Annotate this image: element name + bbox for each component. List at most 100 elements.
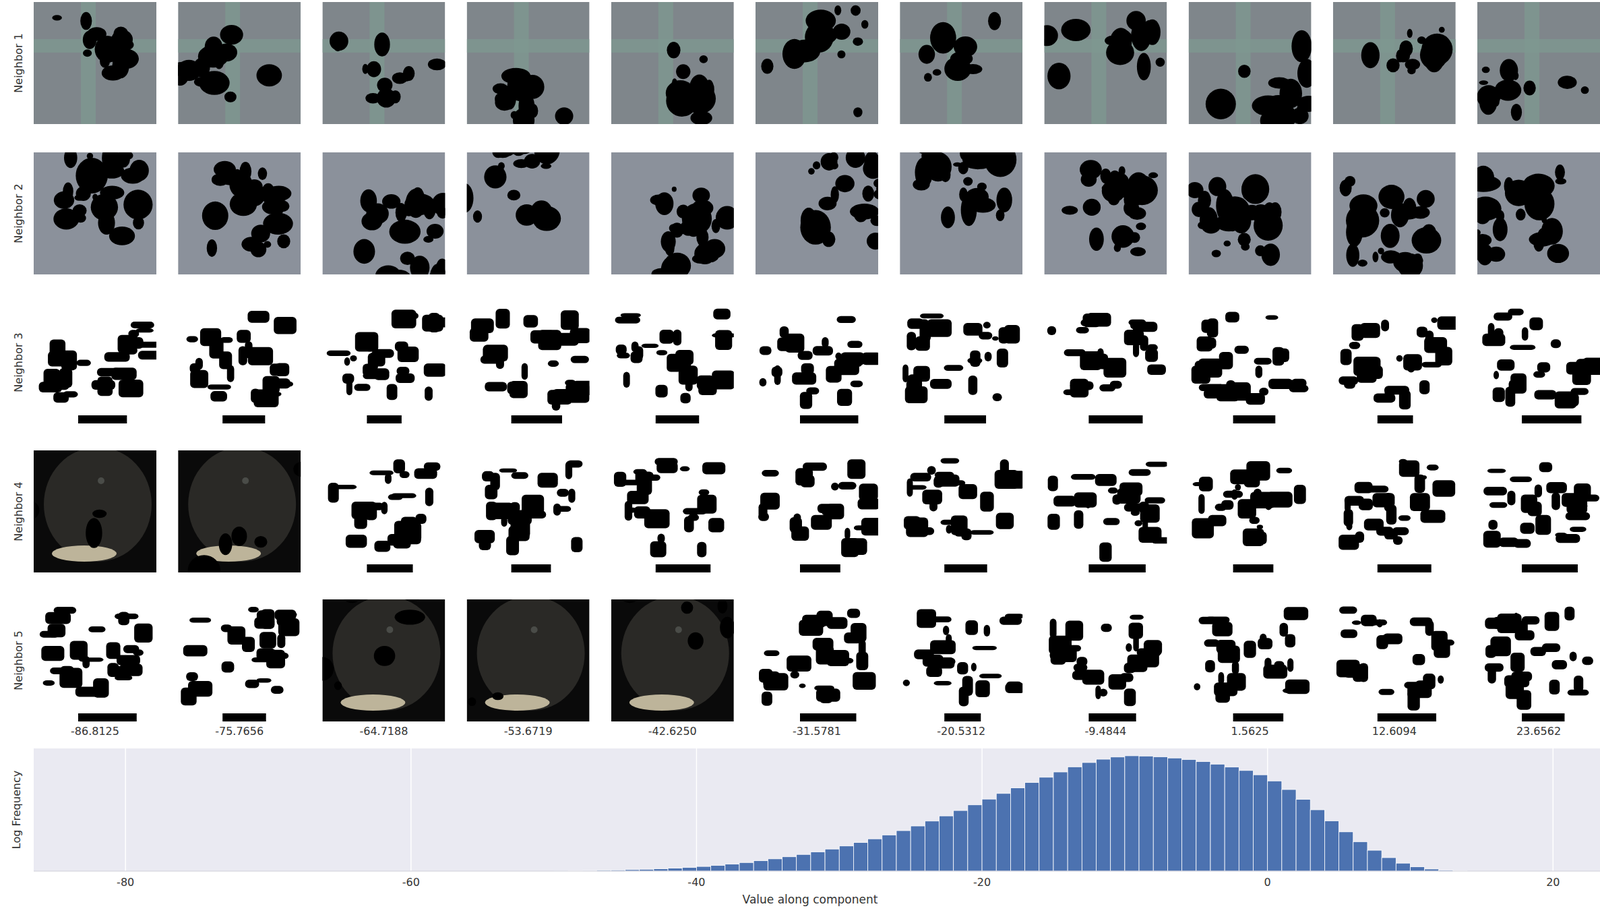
mask-blob bbox=[1253, 177, 1264, 187]
mask-blob bbox=[996, 512, 1015, 529]
mask-blob bbox=[78, 713, 137, 722]
mask-blob bbox=[1581, 656, 1594, 665]
mask-blob bbox=[426, 223, 444, 239]
grid-line bbox=[696, 748, 698, 871]
mask-blob bbox=[1492, 217, 1508, 242]
mask-blob bbox=[1523, 80, 1536, 96]
mask-blob bbox=[72, 204, 87, 218]
mask-blob bbox=[227, 364, 235, 382]
mask-blob bbox=[494, 92, 511, 106]
mask-blob bbox=[198, 70, 230, 95]
thumbnail bbox=[467, 599, 590, 722]
mask-blob bbox=[1128, 231, 1140, 243]
mask-blob bbox=[1505, 386, 1516, 408]
hist-bar bbox=[1339, 831, 1354, 871]
mask-blob bbox=[78, 415, 127, 424]
mask-blob bbox=[1088, 564, 1146, 573]
mask-blob bbox=[1529, 317, 1543, 331]
thumb-bg bbox=[755, 599, 879, 722]
mask-blob bbox=[763, 672, 789, 691]
mask-blob bbox=[1407, 690, 1420, 711]
mask-blob bbox=[1089, 227, 1104, 251]
mask-blob bbox=[1193, 682, 1201, 691]
mask-blob bbox=[659, 329, 674, 344]
thumb-feature bbox=[241, 477, 249, 484]
mask-blob bbox=[782, 39, 807, 69]
mask-blob bbox=[1234, 345, 1249, 354]
row-label: Neighbor 2 bbox=[12, 183, 25, 243]
mask-blob bbox=[510, 111, 519, 120]
mask-blob bbox=[845, 152, 866, 168]
mask-blob bbox=[394, 609, 426, 625]
thumb-bg bbox=[1333, 152, 1456, 275]
mask-blob bbox=[248, 606, 259, 612]
hist-bar bbox=[1281, 789, 1297, 871]
mask-blob bbox=[635, 469, 648, 484]
mask-blob bbox=[1004, 324, 1020, 344]
thumbnail bbox=[322, 599, 445, 722]
mask-blob bbox=[1539, 461, 1553, 472]
mask-blob bbox=[1203, 388, 1220, 399]
mask-blob bbox=[1223, 490, 1243, 499]
mask-blob bbox=[45, 611, 71, 625]
mask-blob bbox=[1396, 355, 1404, 362]
thumbnail bbox=[1477, 152, 1600, 275]
mask-blob bbox=[1415, 680, 1430, 689]
mask-blob bbox=[1142, 518, 1148, 535]
mask-blob bbox=[838, 481, 857, 490]
mask-blob bbox=[912, 178, 930, 191]
mask-blob bbox=[405, 188, 427, 218]
mask-blob bbox=[907, 484, 927, 490]
mask-blob bbox=[273, 316, 297, 335]
mask-blob bbox=[977, 182, 987, 191]
thumb-feature bbox=[477, 599, 586, 711]
mask-blob bbox=[927, 465, 937, 475]
thumb-bg bbox=[755, 2, 879, 125]
mask-blob bbox=[998, 160, 1006, 169]
hist-bar bbox=[967, 804, 982, 871]
hist-bar bbox=[882, 834, 897, 871]
hist-bar bbox=[767, 858, 782, 871]
mask-blob bbox=[1425, 620, 1435, 636]
mask-blob bbox=[1364, 518, 1384, 531]
mask-blob bbox=[902, 364, 909, 383]
mask-blob bbox=[355, 331, 379, 352]
thumb-bg bbox=[1043, 599, 1167, 722]
mask-blob bbox=[1414, 474, 1426, 493]
mask-blob bbox=[1070, 381, 1094, 391]
mask-blob bbox=[119, 663, 143, 676]
mask-blob bbox=[1225, 380, 1236, 391]
thumb-bg bbox=[177, 152, 301, 275]
mask-blob bbox=[862, 158, 879, 180]
mask-blob bbox=[789, 516, 803, 533]
mask-blob bbox=[1551, 491, 1561, 510]
mask-blob bbox=[1392, 527, 1410, 536]
mask-blob bbox=[1493, 370, 1499, 380]
mask-blob bbox=[692, 221, 703, 236]
mask-blob bbox=[817, 503, 836, 513]
thumbnail bbox=[1477, 450, 1600, 573]
thumb-bg bbox=[1477, 450, 1600, 573]
thumbnail bbox=[322, 2, 445, 125]
mask-blob bbox=[1483, 530, 1501, 548]
mask-blob bbox=[613, 471, 627, 487]
hist-bar bbox=[839, 845, 854, 871]
mask-blob bbox=[114, 613, 139, 619]
mask-blob bbox=[1487, 246, 1506, 262]
mask-blob bbox=[669, 223, 678, 232]
mask-blob bbox=[785, 333, 805, 353]
mask-blob bbox=[473, 210, 482, 223]
thumbnail bbox=[1043, 2, 1167, 125]
mask-blob bbox=[1276, 467, 1293, 474]
hist-bar bbox=[1053, 771, 1068, 871]
mask-blob bbox=[942, 625, 949, 635]
mask-blob bbox=[1198, 494, 1205, 514]
mask-blob bbox=[263, 240, 271, 248]
mask-blob bbox=[688, 513, 699, 521]
mask-blob bbox=[799, 683, 807, 689]
mask-blob bbox=[207, 384, 232, 389]
mask-blob bbox=[483, 165, 507, 189]
row-label: Neighbor 3 bbox=[12, 332, 25, 392]
mask-blob bbox=[342, 373, 355, 384]
mask-blob bbox=[241, 236, 262, 252]
